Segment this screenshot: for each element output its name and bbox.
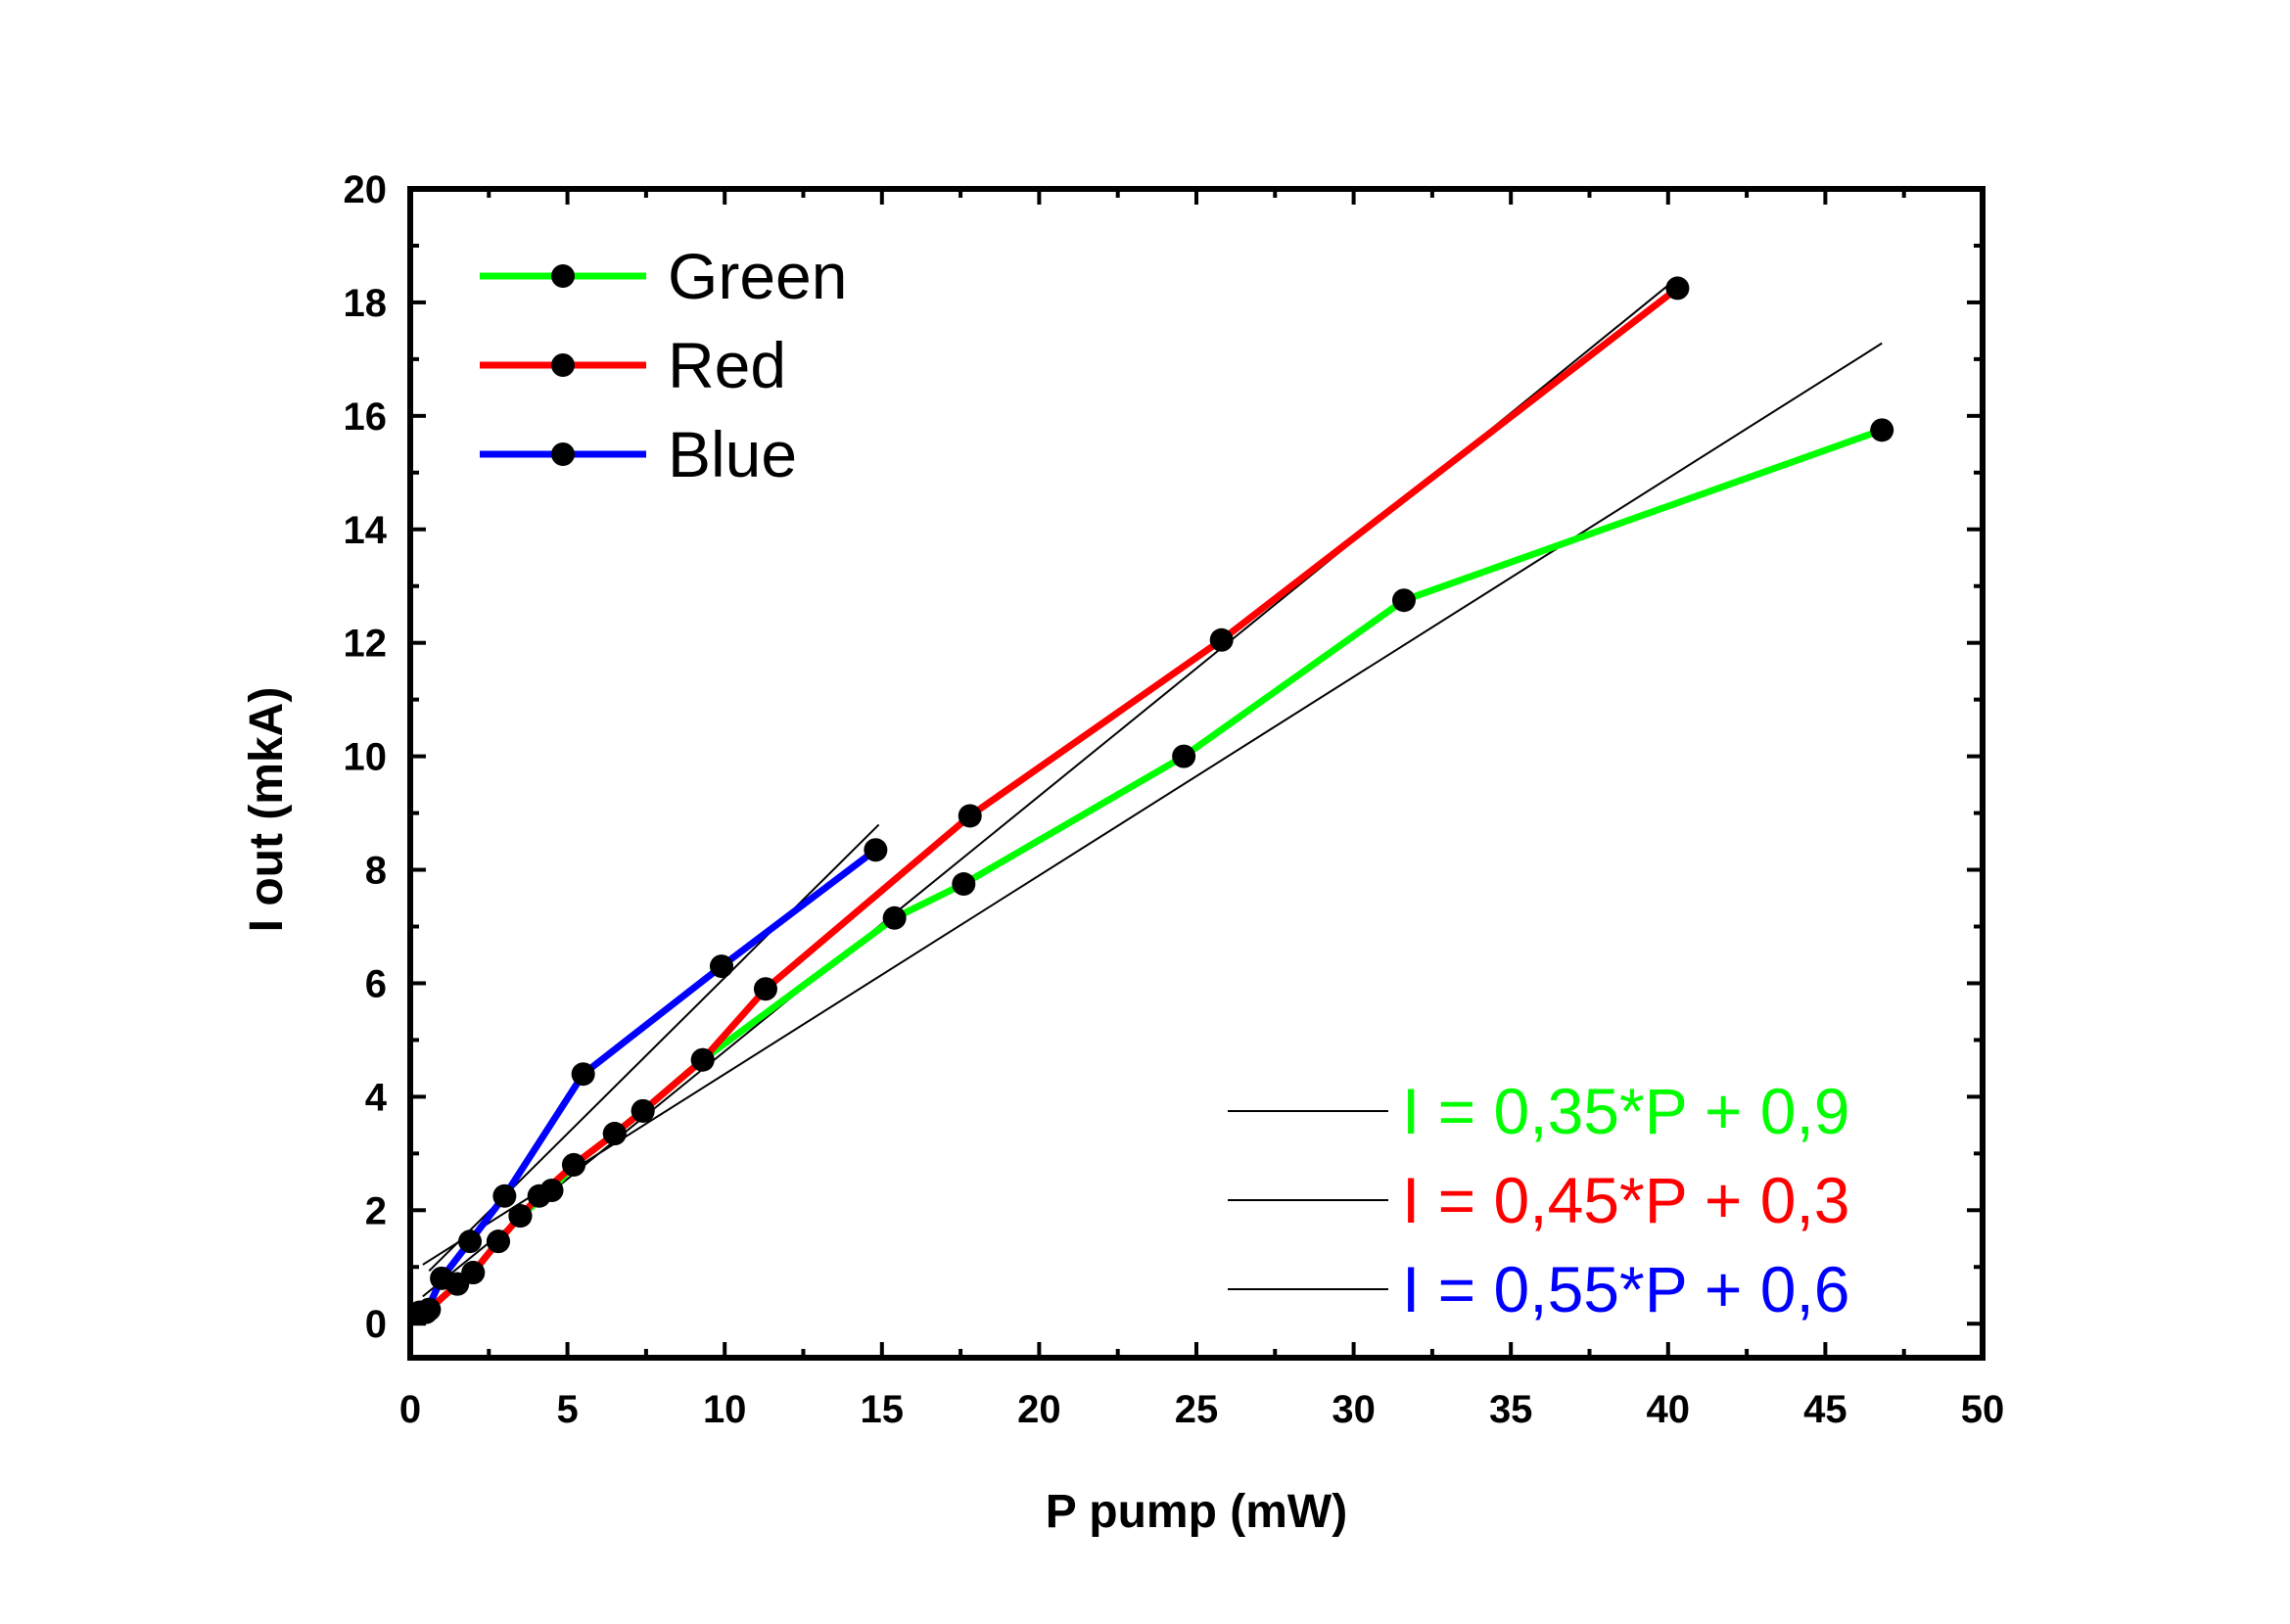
x-tick-label: 40 — [1647, 1388, 1691, 1431]
y-tick-label: 20 — [344, 168, 388, 211]
fit-equation-3: I = 0,55*P + 0,6 — [1402, 1253, 1850, 1325]
data-point-red — [631, 1098, 655, 1123]
data-point-red — [527, 1183, 551, 1208]
data-point-green — [1172, 744, 1196, 768]
data-point-blue — [430, 1266, 454, 1290]
data-point-red — [486, 1230, 510, 1254]
data-point-green — [1391, 588, 1416, 613]
data-point-red — [958, 804, 982, 828]
x-tick-label: 5 — [556, 1388, 578, 1431]
y-tick-label: 18 — [344, 282, 388, 325]
y-tick-label: 2 — [365, 1189, 387, 1232]
y-tick-label: 16 — [344, 395, 388, 439]
data-point-blue — [709, 954, 733, 979]
legend-marker-blue — [551, 442, 575, 466]
y-tick-label: 4 — [365, 1076, 388, 1119]
legend: Green Red Blue — [480, 240, 847, 490]
data-point-red — [461, 1261, 486, 1285]
y-tick-label: 12 — [344, 623, 388, 666]
x-tick-label: 35 — [1489, 1388, 1533, 1431]
data-point-red — [1665, 276, 1690, 301]
fit-equation-2: I = 0,45*P + 0,3 — [1402, 1164, 1850, 1236]
data-point-blue — [458, 1230, 483, 1254]
y-axis-title: I out (mkA) — [241, 687, 293, 933]
data-point-blue — [492, 1183, 517, 1208]
data-point-red — [1209, 627, 1234, 652]
data-point-red — [753, 977, 777, 1001]
x-tick-label: 15 — [861, 1388, 905, 1431]
x-tick-label: 50 — [1961, 1388, 2005, 1431]
y-tick-label: 10 — [344, 736, 388, 779]
legend-marker-green — [551, 264, 575, 288]
legend-label-red: Red — [668, 329, 786, 401]
x-tick-label: 0 — [399, 1388, 421, 1431]
data-points — [407, 276, 1894, 1324]
data-point-red — [690, 1047, 715, 1072]
x-tick-label: 45 — [1803, 1388, 1847, 1431]
x-tick-label: 20 — [1017, 1388, 1061, 1431]
x-tick-label: 10 — [703, 1388, 747, 1431]
data-point-green — [1870, 418, 1894, 442]
y-tick-label: 8 — [365, 850, 387, 893]
legend-label-green: Green — [668, 240, 847, 312]
data-point-green — [882, 905, 907, 930]
fit-line-1 — [422, 342, 1883, 1266]
series-lines — [416, 284, 1886, 1317]
y-tick-label: 6 — [365, 962, 387, 1005]
data-point-blue — [414, 1300, 439, 1324]
x-tick-label: 25 — [1175, 1388, 1219, 1431]
data-point-blue — [864, 838, 888, 862]
axes: 0 5 10 15 20 25 30 35 40 45 50 0 2 4 6 8 10 12 14 16 18 20 — [344, 168, 2005, 1431]
legend-marker-red — [551, 353, 575, 377]
y-tick-label: 0 — [365, 1303, 387, 1346]
fit-legend: I = 0,35*P + 0,9 I = 0,45*P + 0,3 I = 0,55… — [1228, 1075, 1850, 1325]
x-tick-label: 30 — [1332, 1388, 1376, 1431]
x-axis-title: P pump (mW) — [1046, 1486, 1347, 1538]
data-point-red — [562, 1152, 586, 1177]
series-line-red — [416, 284, 1681, 1317]
data-point-red — [508, 1204, 533, 1229]
data-point-blue — [571, 1062, 595, 1087]
data-point-red — [602, 1122, 627, 1146]
legend-label-blue: Blue — [668, 418, 797, 490]
data-point-green — [952, 872, 976, 897]
y-tick-label: 14 — [344, 509, 388, 552]
fit-equation-1: I = 0,35*P + 0,9 — [1402, 1075, 1850, 1147]
